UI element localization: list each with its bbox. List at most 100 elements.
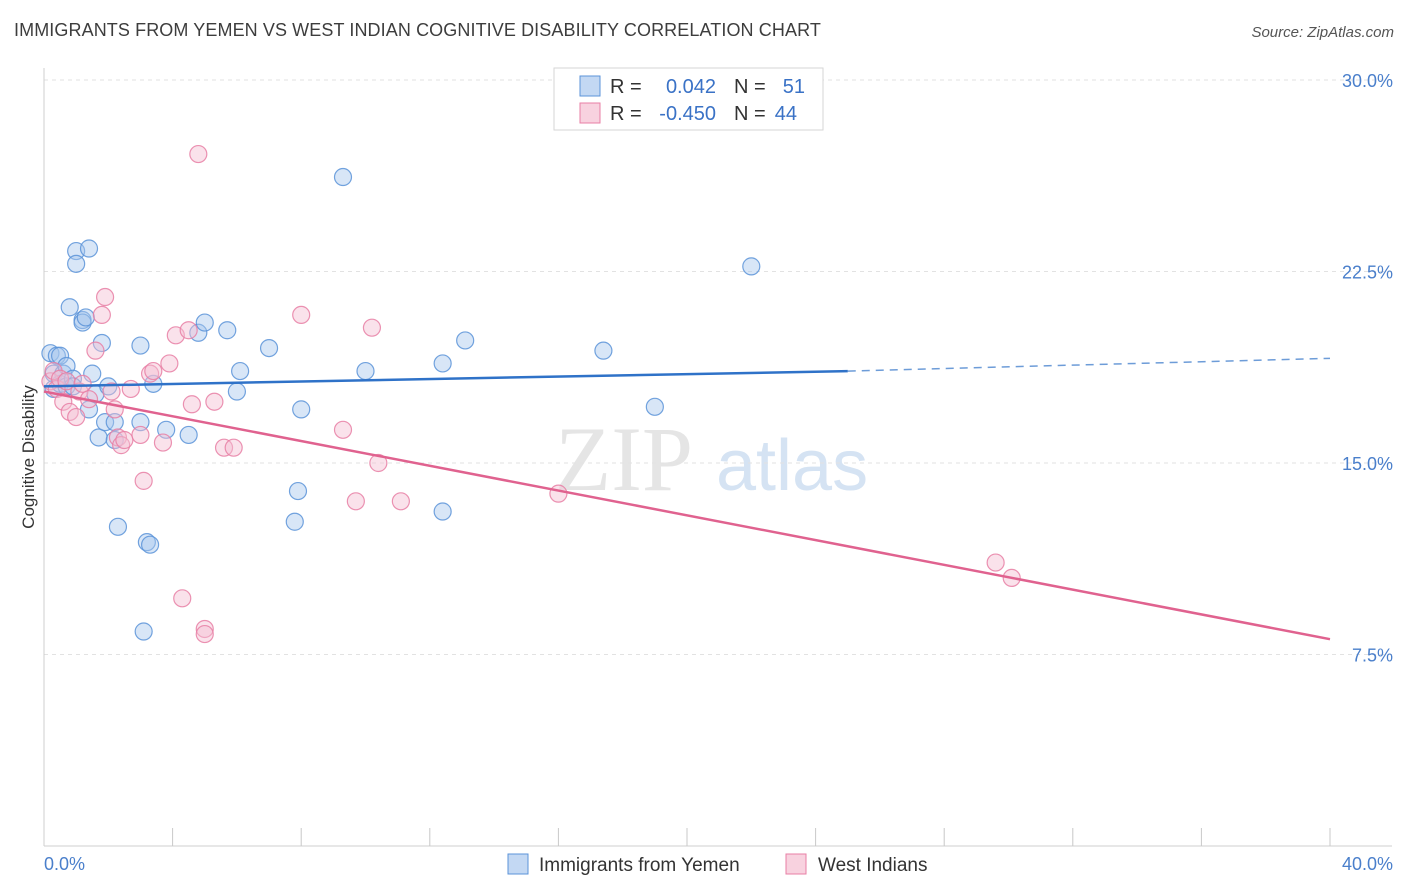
data-point <box>356 361 375 381</box>
legend-r-value-pink: -0.450 <box>659 103 716 125</box>
data-point <box>292 305 311 325</box>
data-point <box>140 364 160 383</box>
chart-title: IMMIGRANTS FROM YEMEN VS WEST INDIAN COG… <box>14 20 821 40</box>
data-point <box>112 436 131 455</box>
x-tick-labels: 0.0% 40.0% <box>44 854 1393 874</box>
data-point <box>173 589 192 608</box>
data-point <box>369 453 388 473</box>
data-point <box>140 535 160 554</box>
data-point <box>131 425 150 445</box>
data-point <box>218 321 237 340</box>
legend-n-label-pink: N = <box>734 103 766 125</box>
data-point <box>179 321 198 340</box>
data-point <box>73 313 92 332</box>
y-tick-label: 15.0% <box>1342 454 1393 474</box>
y-tick-label: 22.5% <box>1342 263 1393 283</box>
data-point <box>153 433 173 452</box>
trend-line-blue-extension <box>847 357 1331 372</box>
data-point <box>160 354 179 373</box>
trend-line-pink <box>43 390 1331 641</box>
x-tick-label-min: 0.0% <box>44 854 85 874</box>
y-tick-labels: 7.5% 15.0% 22.5% 30.0% <box>1342 71 1393 666</box>
data-point <box>179 425 198 445</box>
data-point <box>391 492 410 511</box>
data-point <box>131 336 150 355</box>
legend-swatch-blue <box>579 75 601 97</box>
data-point <box>288 481 308 501</box>
legend-swatch-pink <box>579 102 601 124</box>
axes <box>43 68 1392 847</box>
trend-lines <box>43 357 1331 641</box>
data-point <box>645 397 664 416</box>
data-point <box>549 484 568 503</box>
data-point <box>95 287 115 307</box>
data-point <box>214 438 234 457</box>
y-tick-label: 7.5% <box>1352 646 1393 666</box>
data-point <box>292 400 311 419</box>
data-point <box>195 619 214 639</box>
data-point <box>227 382 246 401</box>
legend-top: R = 0.042 N = 51 R = -0.450 N = 44 <box>553 67 824 131</box>
series-immigrants-from-yemen <box>41 167 761 641</box>
data-point <box>73 374 92 393</box>
data-point <box>89 428 108 447</box>
data-point <box>54 392 73 411</box>
legend-bottom-label-pink: West Indians <box>818 855 927 876</box>
data-point <box>92 305 111 325</box>
watermark-atlas: atlas <box>716 426 868 506</box>
data-point <box>205 392 224 411</box>
data-point <box>137 533 156 552</box>
data-point <box>134 471 153 490</box>
data-point <box>60 298 79 317</box>
data-point <box>195 313 214 332</box>
data-point <box>134 622 153 641</box>
data-point <box>67 407 86 427</box>
legend-n-value-blue: 51 <box>783 76 805 98</box>
legend-n-value-pink: 44 <box>775 103 797 125</box>
legend-bottom-swatch-blue <box>507 853 529 875</box>
series-west-indians <box>41 144 1021 644</box>
data-point <box>259 339 279 358</box>
x-tick-label-max: 40.0% <box>1342 854 1393 874</box>
data-point <box>50 346 70 365</box>
y-tick-label: 30.0% <box>1342 71 1393 91</box>
data-point <box>433 354 452 373</box>
legend-bottom-label-blue: Immigrants from Yemen <box>539 855 740 876</box>
y-axis-label: Cognitive Disability <box>19 385 38 529</box>
data-point <box>333 167 353 187</box>
data-point <box>76 308 95 327</box>
data-point <box>105 413 124 432</box>
data-point <box>108 517 128 536</box>
data-point <box>86 341 105 360</box>
data-point <box>144 361 163 381</box>
legend-bottom: Immigrants from Yemen West Indians <box>507 853 927 876</box>
data-point <box>115 430 134 450</box>
data-point <box>456 331 475 350</box>
legend-r-value-blue: 0.042 <box>666 76 716 98</box>
data-point <box>224 438 243 457</box>
data-point <box>594 341 613 360</box>
data-point <box>362 318 382 337</box>
trend-line-blue <box>43 369 848 388</box>
data-point <box>95 413 115 432</box>
data-point <box>195 624 214 644</box>
data-point <box>333 420 353 439</box>
data-point <box>182 395 201 414</box>
source-label: Source: ZipAtlas.com <box>1251 24 1394 41</box>
legend-n-label-blue: N = <box>734 76 766 98</box>
data-point <box>102 382 121 401</box>
data-point <box>231 361 250 381</box>
data-point <box>79 239 99 258</box>
data-point <box>433 502 452 521</box>
data-point <box>189 144 208 164</box>
data-point <box>131 413 150 432</box>
watermark-zip: ZIP <box>555 408 693 510</box>
data-point <box>285 512 304 531</box>
data-point <box>121 379 140 399</box>
data-point <box>67 254 86 273</box>
legend-r-label-blue: R = <box>610 76 642 98</box>
data-point <box>742 257 761 276</box>
legend-bottom-swatch-pink <box>785 853 807 875</box>
data-point <box>346 492 365 511</box>
